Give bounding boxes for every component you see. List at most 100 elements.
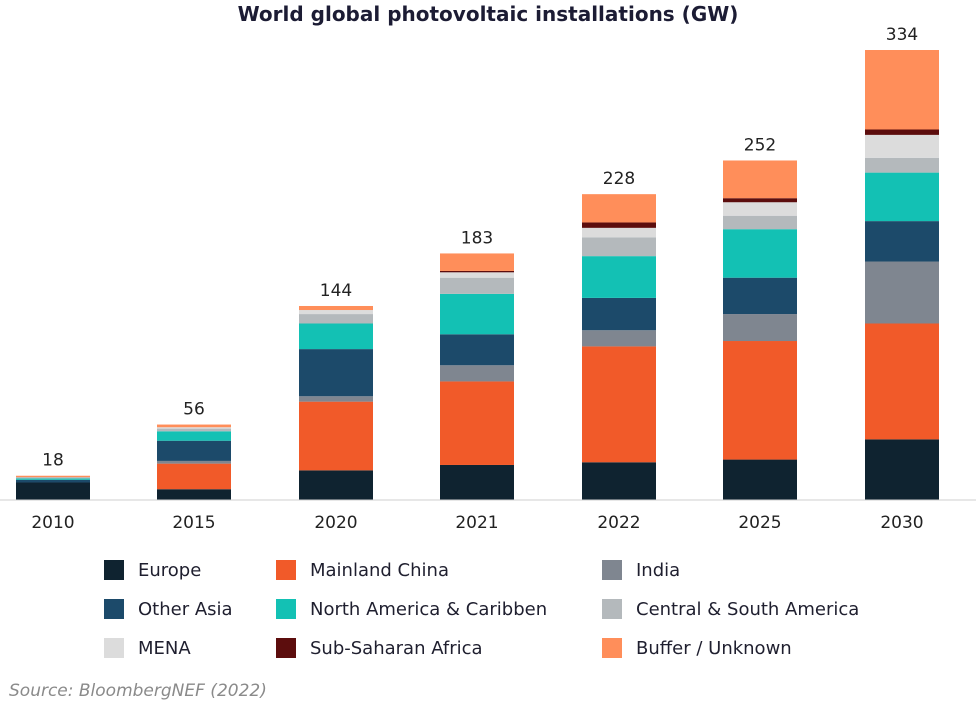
bar-2025-central-south-america (723, 215, 797, 230)
bar-2025-buffer-unknown (723, 160, 797, 199)
legend-label: Other Asia (138, 598, 233, 620)
bar-2020-india (299, 396, 373, 402)
bar-2030-central-south-america (865, 157, 939, 173)
x-tick-label-2030: 2030 (880, 513, 923, 533)
x-tick-label-2025: 2025 (738, 513, 781, 533)
bar-2015-north-america-caribben (157, 431, 231, 441)
bar-2025-other-asia (723, 277, 797, 315)
legend-item-india: India (602, 558, 680, 582)
bar-2030-mena (865, 134, 939, 158)
x-tick-label-2021: 2021 (455, 513, 498, 533)
bar-2021-india (440, 365, 514, 382)
total-label-2022: 228 (603, 169, 635, 189)
bars-group (16, 50, 939, 500)
bar-2015-europe (157, 489, 231, 500)
bar-2025-north-america-caribben (723, 229, 797, 278)
total-label-2030: 334 (886, 25, 918, 45)
legend-swatch (276, 638, 296, 658)
x-tick-label-2010: 2010 (31, 513, 74, 533)
bar-2015-mainland-china (157, 463, 231, 490)
x-tick-label-2015: 2015 (172, 513, 215, 533)
bar-2022-other-asia (582, 297, 656, 331)
bar-2030-north-america-caribben (865, 172, 939, 222)
bar-2025-mena (723, 202, 797, 216)
legend-swatch (104, 599, 124, 619)
x-tick-group: 2010 2015 2020 2021 2022 2025 2030 (31, 513, 923, 533)
bar-2021-buffer-unknown (440, 253, 514, 271)
bar-2010-europe (16, 482, 90, 500)
x-tick-label-2022: 2022 (597, 513, 640, 533)
legend-label: Central & South America (636, 598, 860, 620)
bar-2020-mena (299, 310, 373, 315)
bar-2022-europe (582, 462, 656, 500)
bar-2025-europe (723, 459, 797, 500)
legend-swatch (602, 560, 622, 580)
bar-2015-central-south-america (157, 428, 231, 432)
legend-swatch (276, 599, 296, 619)
bar-2022-sub-saharan-africa (582, 222, 656, 228)
total-label-2021: 183 (461, 228, 493, 248)
legend-item-mainland-china: Mainland China (276, 558, 449, 582)
legend-item-europe: Europe (104, 558, 201, 582)
bar-2022-mena (582, 227, 656, 238)
legend-swatch (602, 599, 622, 619)
bar-2010-north-america-caribben (16, 478, 90, 480)
bar-2025-mainland-china (723, 341, 797, 460)
bar-2030-india (865, 261, 939, 324)
source-note: Source: BloombergNEF (2022) (9, 681, 267, 701)
bar-2022-central-south-america (582, 237, 656, 257)
bar-2030-other-asia (865, 221, 939, 262)
bar-2010-central-south-america (16, 477, 90, 479)
bar-2021-other-asia (440, 334, 514, 366)
total-label-2015: 56 (183, 400, 205, 420)
legend-label: North America & Caribben (310, 598, 548, 620)
x-tick-label-2020: 2020 (314, 513, 357, 533)
legend-label: Sub-Saharan Africa (310, 637, 483, 659)
bar-2030-mainland-china (865, 323, 939, 440)
bar-2015-india (157, 460, 231, 464)
total-label-2025: 252 (744, 135, 776, 155)
bar-2020-north-america-caribben (299, 323, 373, 350)
bar-2010-buffer-unknown (16, 475, 90, 478)
legend-label: Europe (138, 559, 202, 581)
legend-label: Mainland China (310, 559, 449, 581)
bar-2022-mainland-china (582, 346, 656, 463)
bar-2020-europe (299, 470, 373, 500)
bar-2010-other-asia (16, 479, 90, 483)
bar-2020-mainland-china (299, 401, 373, 471)
legend-item-other-asia: Other Asia (104, 597, 233, 621)
legend-swatch (104, 560, 124, 580)
bar-2020-buffer-unknown (299, 305, 373, 311)
bar-2025-india (723, 314, 797, 342)
legend-swatch (276, 560, 296, 580)
bar-2022-north-america-caribben (582, 256, 656, 298)
legend-item-sub-saharan-africa: Sub-Saharan Africa (276, 636, 483, 660)
chart-title: World global photovoltaic installations … (237, 2, 739, 26)
legend-swatch (602, 638, 622, 658)
legend-swatch (104, 638, 124, 658)
legend-label: MENA (138, 637, 191, 659)
bar-2020-central-south-america (299, 314, 373, 324)
bar-2022-buffer-unknown (582, 194, 656, 223)
total-label-2010: 18 (42, 451, 64, 471)
bar-2021-central-south-america (440, 277, 514, 294)
bar-2021-mena (440, 272, 514, 278)
bar-2015-other-asia (157, 440, 231, 461)
bar-2021-mainland-china (440, 381, 514, 465)
legend-item-buffer-unknown: Buffer / Unknown (602, 636, 792, 660)
bar-2022-india (582, 330, 656, 347)
legend-label: India (636, 559, 681, 581)
bar-2020-other-asia (299, 349, 373, 397)
bar-2030-buffer-unknown (865, 50, 939, 130)
chart-plot: 18 56 144 183 228 252 334 2010 2015 2020 2021 2022… (0, 25, 976, 533)
bar-2021-europe (440, 464, 514, 500)
legend-item-mena: MENA (104, 636, 191, 660)
legend-label: Buffer / Unknown (636, 637, 792, 659)
bar-2015-buffer-unknown (157, 424, 231, 428)
total-label-2020: 144 (320, 281, 352, 301)
bar-2030-sub-saharan-africa (865, 129, 939, 135)
bar-2030-europe (865, 439, 939, 500)
bar-2021-sub-saharan-africa (440, 270, 514, 273)
bar-2021-north-america-caribben (440, 293, 514, 335)
legend-item-north-america-caribben: North America & Caribben (276, 597, 547, 621)
